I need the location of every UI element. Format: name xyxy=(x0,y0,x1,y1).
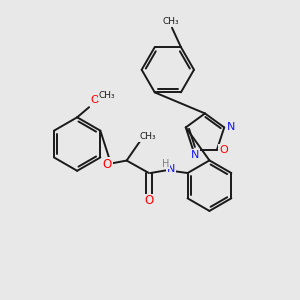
Text: CH₃: CH₃ xyxy=(99,91,115,100)
Text: CH₃: CH₃ xyxy=(139,132,156,141)
Text: O: O xyxy=(103,158,112,171)
Text: N: N xyxy=(190,150,199,161)
Text: N: N xyxy=(226,122,235,132)
Text: O: O xyxy=(219,145,228,155)
Text: N: N xyxy=(167,164,176,174)
Text: O: O xyxy=(144,194,154,208)
Text: CH₃: CH₃ xyxy=(162,17,179,26)
Text: H: H xyxy=(162,158,169,169)
Text: O: O xyxy=(91,95,99,105)
